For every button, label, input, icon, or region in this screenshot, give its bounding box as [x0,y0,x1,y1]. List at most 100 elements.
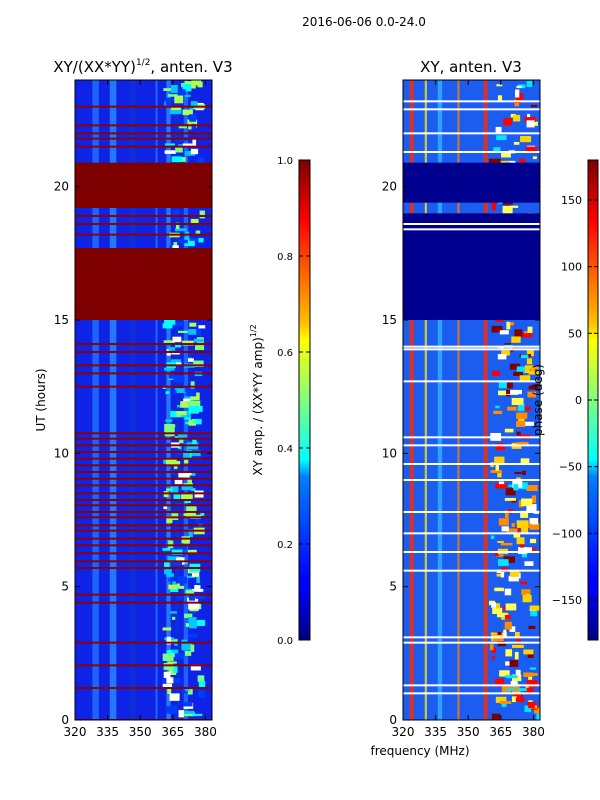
heatmap-cell [183,440,193,444]
heatmap-cell [197,675,205,682]
heatmap-cell [505,675,518,679]
heatmap-cell [516,537,525,545]
colorbar-tick-label: 0.2 [277,540,293,551]
heatmap-cell [176,362,182,366]
heatmap-cell [163,671,171,679]
panel-1-frame [74,79,213,721]
heatmap-cell [178,239,188,244]
heatmap-cell [500,572,505,578]
heatmap-cell [190,148,199,155]
flagged-row [75,105,212,108]
heatmap-cell [489,643,494,651]
heatmap-cell [198,325,206,329]
heatmap-cell [520,581,528,585]
colorbar-tick-label: 1.0 [277,156,293,167]
heatmap-cell [169,108,182,115]
figure-xlabel: frequency (MHz) [370,744,469,758]
flagged-row [403,228,540,231]
flagged-row [403,151,540,153]
flagged-row [403,692,540,695]
panel-2-heatmap [403,80,540,720]
heatmap-cell [490,469,502,473]
heatmap-cell [165,99,172,106]
heatmap-cell [192,713,203,716]
flagged-row [403,100,540,103]
heatmap-cell [493,638,504,642]
flagged-row [403,223,540,225]
heatmap-cell [514,651,519,660]
heatmap-cell [524,705,532,712]
heatmap-cell [491,656,496,660]
heatmap-cell [500,542,513,546]
heatmap-cell [520,136,532,143]
heatmap-cell [522,333,533,338]
heatmap-cell [513,484,519,491]
flagged-row [403,345,540,348]
heatmap-cell [527,391,537,398]
heatmap-cell [509,363,521,370]
heatmap-cell [524,406,531,411]
heatmap-cell [193,360,204,367]
heatmap-cell [172,616,176,620]
heatmap-cell [188,406,200,414]
flagged-row [75,593,212,596]
flagged-row [75,567,212,569]
heatmap-cell [164,319,176,325]
flagged-row [403,444,540,447]
y-tick-label: 20 [54,180,69,194]
heatmap-cell [492,370,500,376]
x-tick-label: 365 [161,725,184,739]
x-tick-label: 335 [424,725,447,739]
heatmap-cell [529,667,537,670]
heatmap-cell [196,576,200,584]
heatmap-cell [189,471,196,476]
heatmap-cell [182,84,192,92]
heatmap-cell [491,204,496,211]
flagged-row [75,215,212,217]
heatmap-cell [188,423,197,426]
heatmap-cell [526,350,534,357]
heatmap-cell [505,488,516,496]
heatmap-cell [182,143,193,147]
heatmap-cell [190,488,196,491]
heatmap-cell [165,391,170,395]
colorbar-1-label: XY amp. / (XX*YY amp)1/2 [249,324,265,475]
flagged-row [75,492,212,495]
heatmap-cell [195,515,200,522]
heatmap-cell [171,156,183,163]
heatmap-cell [184,416,191,420]
flagged-row [75,132,212,135]
heatmap-cell [186,389,197,397]
heatmap-cell [184,456,189,464]
heatmap-cell [198,681,206,689]
heatmap-cell [498,390,507,396]
heatmap-cell [189,238,199,241]
heatmap-cell [520,541,525,548]
heatmap-cell [498,481,505,485]
heatmap-cell [187,119,198,128]
heatmap-cell [534,383,539,391]
saturated-region [75,162,212,208]
heatmap-cell [508,575,519,582]
heatmap-cell [533,707,540,714]
heatmap-cell [523,649,534,655]
heatmap-cell [494,587,504,592]
heatmap-cell [497,612,508,618]
heatmap-cell [173,375,185,383]
frequency-band [155,80,158,720]
panel-1-heatmap [75,80,212,720]
heatmap-cell [169,693,180,701]
colorbar-2-ticks: −150 −100 −50 0 50 100 150 [552,194,598,607]
heatmap-cell [504,498,516,501]
frequency-band [424,80,427,720]
flagged-row [75,560,212,563]
heatmap-cell [185,651,192,656]
heatmap-cell [495,126,502,133]
heatmap-cell [526,672,538,676]
heatmap-cell [185,590,195,594]
heatmap-cell [171,351,183,355]
heatmap-cell [526,504,537,512]
heatmap-cell [166,516,173,524]
colorbar-tick-label: 0.0 [277,636,293,647]
heatmap-cell [188,529,193,538]
